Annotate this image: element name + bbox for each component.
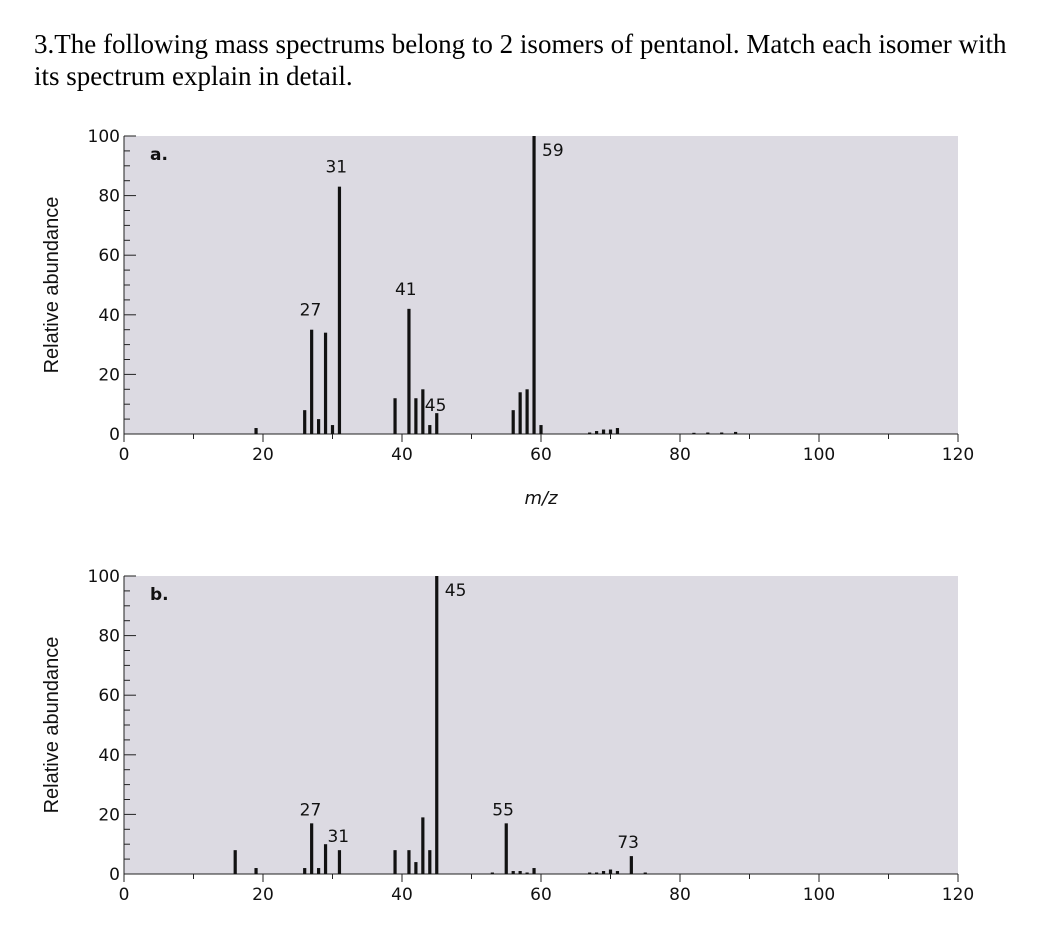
peak-bar	[601, 429, 606, 434]
y-tick-label: 0	[109, 425, 120, 445]
peak-bar	[310, 823, 314, 874]
peak-bar	[317, 419, 321, 434]
y-tick-label: 60	[98, 246, 120, 266]
panel-label: b.	[150, 585, 169, 605]
peak-bar	[490, 872, 494, 874]
peak-bar	[393, 850, 397, 874]
x-tick-label: 40	[391, 445, 413, 465]
peak-bar	[330, 425, 335, 434]
x-tick-label: 80	[669, 885, 691, 905]
x-tick-label: 20	[252, 445, 274, 465]
question-text: 3.The following mass spectrums belong to…	[34, 29, 1007, 91]
peak-bar	[414, 398, 418, 434]
peak-label: 59	[542, 141, 564, 161]
x-tick-label: 20	[252, 885, 274, 905]
x-axis-title: m/z	[524, 488, 558, 509]
peak-bar	[421, 817, 425, 874]
peak-bar	[615, 871, 620, 874]
peak-bar	[643, 872, 647, 874]
peak-bar	[511, 871, 515, 874]
plot-area	[124, 136, 958, 434]
x-tick-label: 0	[119, 445, 130, 465]
peak-bar	[254, 428, 258, 434]
peak-bar	[428, 425, 432, 434]
y-tick-label: 20	[98, 365, 120, 385]
peak-bar	[337, 186, 342, 434]
peak-bar	[337, 850, 342, 874]
y-axis-title: Relative abundance	[41, 197, 63, 374]
peak-label: 31	[327, 827, 349, 847]
peak-label: 31	[325, 158, 347, 178]
peak-bar	[303, 868, 307, 874]
peak-bar	[407, 308, 411, 434]
peak-bar	[532, 868, 536, 874]
y-tick-label: 80	[98, 187, 120, 207]
peak-bar	[608, 429, 613, 434]
peak-bar	[421, 389, 425, 434]
plot-area	[124, 576, 958, 874]
peak-bar	[511, 410, 515, 434]
y-tick-label: 100	[88, 567, 120, 587]
y-tick-label: 80	[98, 627, 120, 647]
peak-bar	[595, 872, 599, 874]
peak-bar	[518, 392, 522, 434]
peak-bar	[601, 871, 606, 874]
peak-label: 45	[445, 581, 467, 601]
peak-bar	[435, 576, 439, 874]
peak-bar	[233, 850, 237, 874]
y-axis-title: Relative abundance	[41, 637, 63, 814]
peak-bar	[588, 872, 592, 874]
peak-bar	[323, 332, 328, 434]
peak-bar	[504, 823, 508, 874]
y-tick-label: 20	[98, 805, 120, 825]
peak-label: 55	[492, 800, 514, 820]
peak-bar	[525, 872, 529, 874]
peak-bar	[303, 410, 307, 434]
mass-spectrum-a: 0 20 40 60 80 100 0 20 40 60 80 100 120 Relative abun…	[41, 127, 974, 509]
peak-bar	[692, 432, 696, 434]
y-tick-label: 60	[98, 686, 120, 706]
peak-label: 27	[300, 800, 322, 820]
peak-bar	[435, 413, 439, 434]
peak-label: 27	[300, 301, 322, 321]
peak-bar	[518, 871, 522, 874]
peak-bar	[323, 844, 328, 874]
peak-bar	[629, 856, 633, 874]
mass-spectrum-b: 0 20 40 60 80 100 0 20 40 60 80 100 120 Relative abun…	[41, 567, 974, 905]
peak-bar	[588, 432, 592, 434]
peak-bar	[407, 850, 411, 874]
peak-bar	[608, 869, 613, 874]
peak-label: 73	[617, 833, 639, 853]
peak-bar	[254, 868, 258, 874]
y-tick-label: 100	[88, 127, 120, 147]
y-tick-label: 40	[98, 306, 120, 326]
x-tick-label: 60	[530, 885, 552, 905]
peak-bar	[706, 432, 710, 434]
peak-bar	[428, 850, 432, 874]
peak-bar	[595, 431, 599, 434]
peak-bar	[317, 868, 321, 874]
x-tick-label: 120	[942, 445, 974, 465]
x-tick-label: 80	[669, 445, 691, 465]
peak-bar	[539, 425, 543, 434]
peak-bar	[734, 431, 738, 434]
peak-bar	[393, 398, 397, 434]
x-tick-label: 0	[119, 885, 130, 905]
peak-bar	[525, 389, 529, 434]
y-tick-label: 0	[109, 865, 120, 885]
x-tick-label: 100	[803, 445, 835, 465]
panel-label: a.	[150, 145, 168, 165]
y-tick-label: 40	[98, 746, 120, 766]
x-tick-label: 120	[942, 885, 974, 905]
x-tick-label: 100	[803, 885, 835, 905]
peak-bar	[615, 428, 620, 434]
peak-bar	[310, 329, 314, 434]
x-tick-label: 40	[391, 885, 413, 905]
peak-label: 41	[395, 280, 417, 300]
peak-bar	[532, 136, 536, 434]
peak-bar	[720, 432, 724, 434]
peak-label: 45	[425, 396, 447, 416]
x-tick-label: 60	[530, 445, 552, 465]
peak-bar	[414, 862, 418, 874]
